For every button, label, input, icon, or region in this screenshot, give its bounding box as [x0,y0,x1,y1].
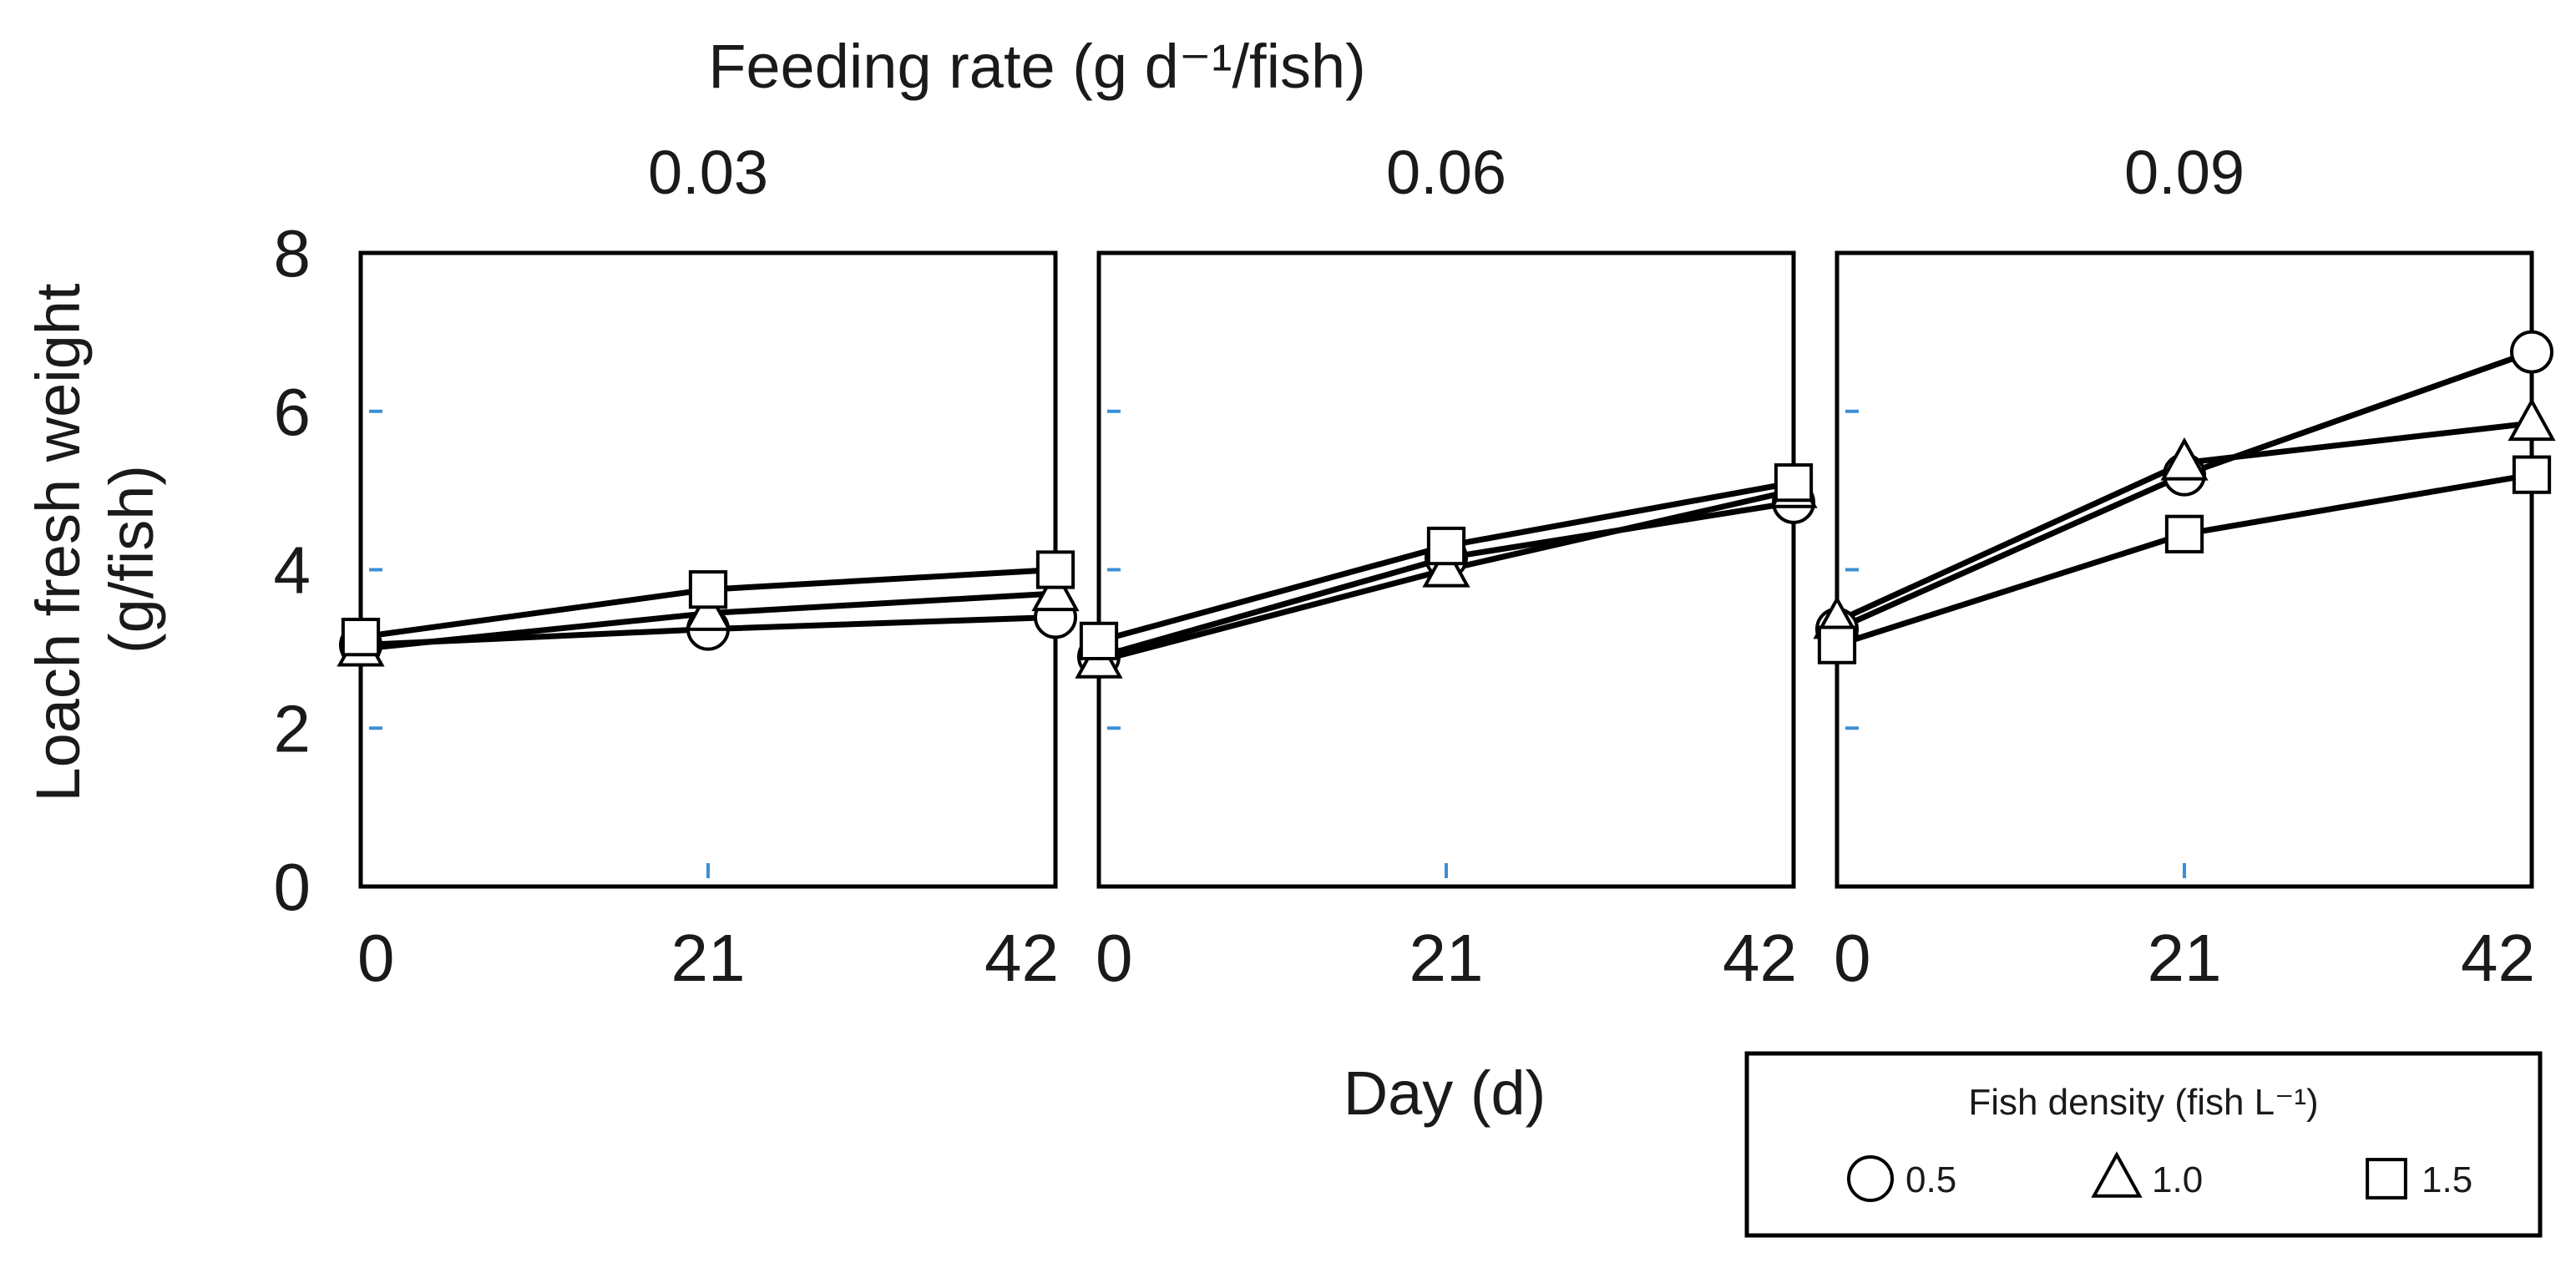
legend-box [1744,1051,2543,1238]
legend-entries: 0.5 1.0 1.5 [1847,1151,2472,1202]
legend-title: Fish density (fish L⁻¹) [1968,1082,2318,1123]
legend: Fish density (fish L⁻¹) 0.5 1.0 1.5 [1744,1051,2543,1238]
data-point-square [1817,625,1857,664]
x-tick-label: 21 [1409,921,1484,995]
x-tick-label: 0 [357,921,395,995]
legend-label: 1.0 [2152,1159,2203,1200]
x-axis-label: Day (d) [1344,1058,1546,1128]
data-point-square [1774,463,1814,503]
chart-panels: 0.03 0 21 42 0.06 0 21 42 0.09 0 21 42 [337,138,2556,995]
legend-label: 1.5 [2422,1159,2472,1200]
panel-label: 0.09 [2124,138,2245,207]
data-point-square [2512,455,2552,494]
data-point-square [688,570,728,609]
data-point-triangle [1422,543,1470,588]
panel-frame [1835,250,2534,889]
x-tick-label: 42 [2461,921,2535,995]
x-tick-label: 42 [984,921,1059,995]
y-tick-label: 6 [274,375,311,449]
panel-frame [358,250,1058,889]
legend-marker-circle [1847,1155,1894,1202]
x-tick-label: 21 [671,921,746,995]
data-point-triangle [2160,437,2209,481]
data-point-square [1035,550,1075,589]
data-point-triangle [1031,568,1080,612]
panel-label: 0.03 [648,138,768,207]
x-tick-label: 0 [1834,921,1871,995]
x-tick-label: 0 [1096,921,1133,995]
panel-frame [1096,250,1796,889]
panel-label: 0.06 [1386,138,1506,207]
y-axis-label-line2: (g/fish) [97,465,166,654]
series-line-1.5 [1835,472,2533,648]
panel-0: 0.03 0 21 42 [337,138,1080,995]
data-point-triangle [684,588,732,631]
legend-marker-triangle [2091,1151,2143,1198]
panel-1: 0.06 0 21 42 [1075,138,1818,995]
data-point-square [2164,514,2204,553]
legend-label: 0.5 [1905,1159,1956,1200]
data-point-circle [2510,330,2553,374]
y-axis-tick-labels: 0 2 4 6 8 [274,216,311,924]
data-point-square [341,618,381,657]
y-tick-label: 0 [274,850,311,924]
chart-title: Feeding rate (g d⁻¹/fish) [708,32,1366,101]
y-tick-label: 2 [274,691,311,765]
x-tick-label: 42 [1723,921,1797,995]
data-point-square [1079,621,1119,661]
data-point-square [1426,526,1466,566]
y-axis-label-line1: Loach fresh weight [23,283,93,802]
legend-marker-square [2366,1158,2407,1200]
y-tick-label: 8 [274,216,311,290]
panel-2: 0.09 0 21 42 [1813,138,2556,995]
data-point-triangle [2508,397,2556,442]
y-tick-label: 4 [274,533,311,608]
x-tick-label: 21 [2148,921,2222,995]
